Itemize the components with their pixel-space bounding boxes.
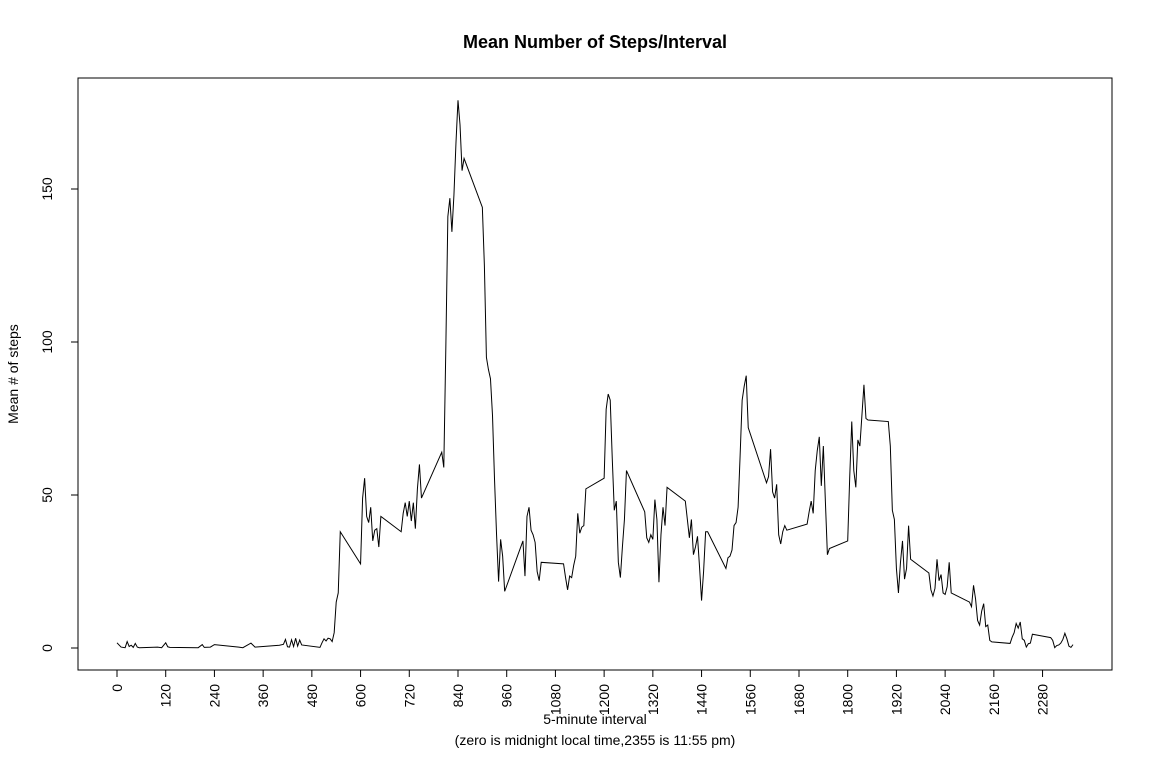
x-tick-label: 360 <box>255 684 271 708</box>
y-axis-label: Mean # of steps <box>5 324 21 424</box>
series-line <box>116 100 1074 649</box>
chart-title: Mean Number of Steps/Interval <box>463 32 727 52</box>
x-tick-label: 120 <box>158 684 174 708</box>
x-tick-label: 1440 <box>694 684 710 715</box>
x-tick-label: 1800 <box>840 684 856 715</box>
x-tick-label: 1920 <box>888 684 904 715</box>
x-tick-label: 1080 <box>547 684 563 715</box>
y-axis: 0 50 100 150 <box>39 177 79 652</box>
x-tick-label: 1320 <box>645 684 661 715</box>
x-tick-label: 840 <box>450 684 466 708</box>
x-tick-label: 2280 <box>1035 684 1051 715</box>
x-tick-label: 2160 <box>986 684 1002 715</box>
x-tick-label: 0 <box>109 684 125 692</box>
x-axis-label: 5-minute interval <box>543 711 647 727</box>
y-tick-label: 150 <box>39 177 55 201</box>
x-tick-label: 960 <box>499 684 515 708</box>
x-axis: 0 120 240 360 480 600 720 840 960 1080 1200 1320 144… <box>109 669 1051 715</box>
x-axis-sublabel: (zero is midnight local time,2355 is 11:… <box>455 732 736 748</box>
x-tick-label: 1200 <box>596 684 612 715</box>
x-tick-label: 240 <box>206 684 222 708</box>
y-tick-label: 0 <box>39 644 55 652</box>
x-tick-label: 2040 <box>937 684 953 715</box>
x-tick-label: 1680 <box>791 684 807 715</box>
x-tick-label: 600 <box>353 684 369 708</box>
y-tick-label: 50 <box>39 487 55 503</box>
x-tick-label: 1560 <box>742 684 758 715</box>
x-tick-label: 720 <box>401 684 417 708</box>
y-tick-label: 100 <box>39 330 55 354</box>
x-tick-label: 480 <box>304 684 320 708</box>
